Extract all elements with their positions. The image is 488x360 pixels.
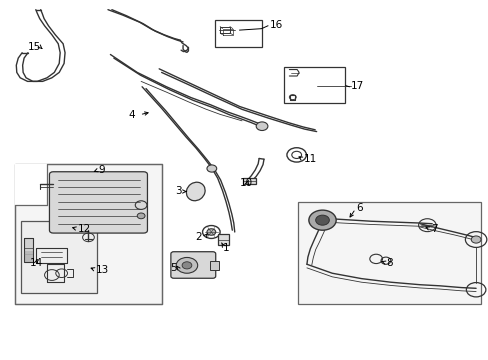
Ellipse shape [186,182,204,201]
Text: 16: 16 [269,20,283,30]
Bar [24,238,33,262]
Text: 9: 9 [98,165,104,175]
Circle shape [308,210,335,230]
Bar [210,261,219,270]
Circle shape [470,236,480,243]
Text: 10: 10 [239,178,252,188]
Bar [284,67,345,103]
Bar [218,234,228,245]
Text: 4: 4 [128,110,135,120]
Circle shape [206,165,216,172]
FancyBboxPatch shape [170,252,215,278]
Bar [298,202,480,304]
Text: 7: 7 [430,225,436,234]
Bar [15,164,161,304]
Text: 12: 12 [78,225,91,234]
Text: 2: 2 [195,232,202,242]
Bar [15,164,47,205]
Text: 6: 6 [356,203,363,213]
Circle shape [176,257,197,273]
Text: 17: 17 [350,81,363,91]
Bar [242,178,256,184]
Text: 13: 13 [96,265,109,275]
Bar [215,21,261,47]
Text: 15: 15 [27,42,41,51]
Bar [21,221,97,293]
Circle shape [206,229,215,235]
Text: 8: 8 [385,258,392,268]
Circle shape [256,122,267,131]
Circle shape [137,213,145,219]
Text: 1: 1 [223,243,229,253]
Circle shape [315,215,329,225]
Circle shape [182,262,191,269]
FancyBboxPatch shape [49,172,147,233]
Text: 14: 14 [30,258,43,268]
Text: 5: 5 [170,262,177,273]
Text: 3: 3 [175,186,182,197]
Text: 11: 11 [304,154,317,164]
